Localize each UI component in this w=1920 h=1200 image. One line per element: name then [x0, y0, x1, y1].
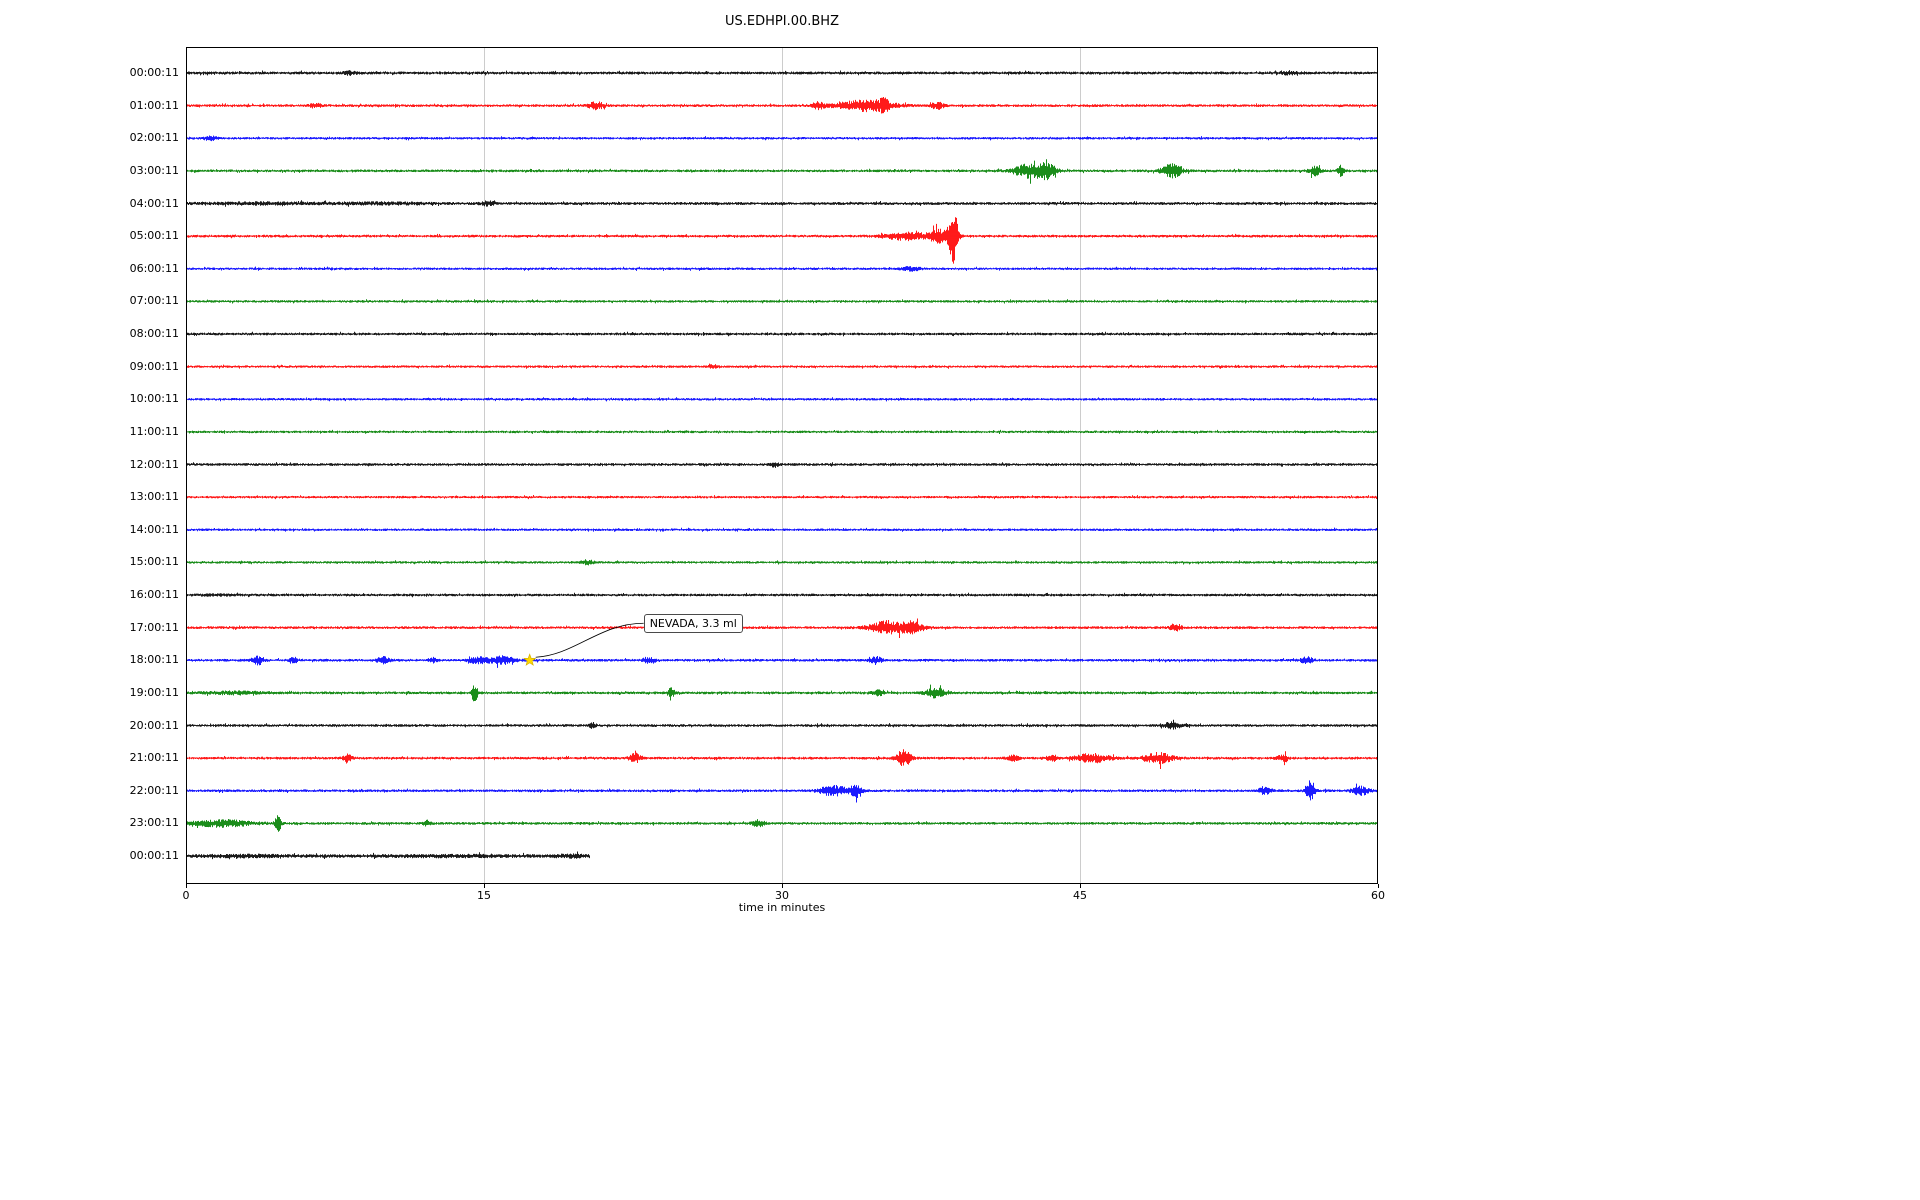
chart-title: US.EDHPI.00.BHZ	[725, 14, 839, 29]
x-axis-label: time in minutes	[738, 901, 826, 914]
y-axis-row-label: 00:00:11	[129, 66, 179, 79]
y-axis-row-label: 14:00:11	[129, 522, 179, 536]
y-axis-row-label: 19:00:11	[129, 685, 179, 699]
y-axis-row-label: 13:00:11	[129, 490, 179, 504]
y-axis-row-label: 21:00:11	[129, 751, 179, 765]
y-axis-row-label: 16:00:11	[129, 588, 179, 601]
x-axis-tick	[781, 884, 783, 888]
y-axis-row-label: 23:00:11	[129, 816, 179, 830]
y-axis-row-label: 05:00:11	[129, 229, 179, 243]
y-axis-row-label: 20:00:11	[129, 718, 179, 732]
y-axis-row-label: 18:00:11	[129, 653, 179, 667]
x-axis-tick-label: 15	[477, 889, 491, 902]
y-axis-row-label: 22:00:11	[129, 783, 179, 797]
y-axis-row-label: 00:00:11	[129, 849, 179, 862]
y-axis-row-label: 17:00:11	[129, 620, 179, 634]
x-axis-tick-label: 45	[1073, 889, 1087, 902]
y-axis-row-label: 07:00:11	[129, 294, 179, 308]
y-axis-row-label: 04:00:11	[129, 196, 179, 210]
y-axis-row-label: 01:00:11	[129, 98, 179, 112]
y-axis-row-label: 02:00:11	[129, 131, 179, 145]
x-axis-tick	[1079, 884, 1081, 888]
x-axis-tick	[185, 884, 187, 888]
x-axis-tick-label: 30	[775, 889, 789, 902]
y-axis-row-label: 06:00:11	[129, 261, 179, 275]
event-annotation-label: NEVADA, 3.3 ml	[643, 614, 743, 634]
x-axis-tick-label: 60	[1371, 889, 1385, 902]
y-axis-row-label: 08:00:11	[129, 327, 179, 340]
y-axis-row-label: 11:00:11	[129, 424, 179, 438]
y-axis-row-label: 10:00:11	[129, 392, 179, 406]
y-axis-row-label: 09:00:11	[129, 359, 179, 373]
y-axis-row-label: 03:00:11	[129, 163, 179, 177]
x-axis-tick	[483, 884, 485, 888]
helicorder-plot	[186, 47, 1378, 884]
y-axis-row-label: 15:00:11	[129, 555, 179, 569]
x-axis-tick-label: 0	[182, 889, 190, 902]
x-axis-tick	[1377, 884, 1379, 888]
y-axis-row-label: 12:00:11	[129, 457, 179, 471]
